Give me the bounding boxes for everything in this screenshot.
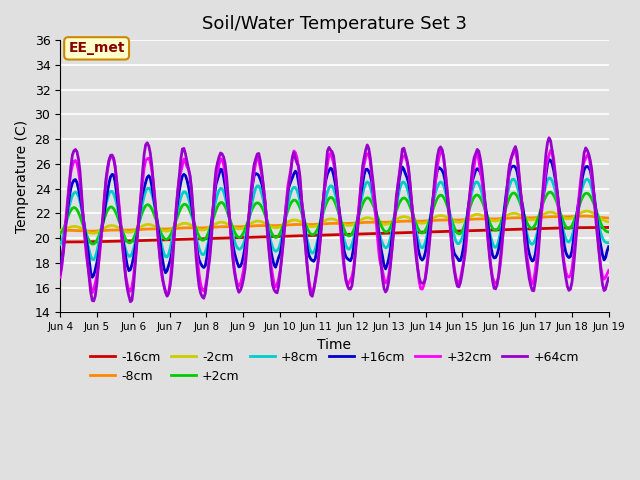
Text: EE_met: EE_met: [68, 41, 125, 55]
Title: Soil/Water Temperature Set 3: Soil/Water Temperature Set 3: [202, 15, 467, 33]
X-axis label: Time: Time: [317, 337, 351, 352]
Legend: -16cm, -8cm, -2cm, +2cm, +8cm, +16cm, +32cm, +64cm: -16cm, -8cm, -2cm, +2cm, +8cm, +16cm, +3…: [85, 346, 584, 388]
Y-axis label: Temperature (C): Temperature (C): [15, 120, 29, 233]
